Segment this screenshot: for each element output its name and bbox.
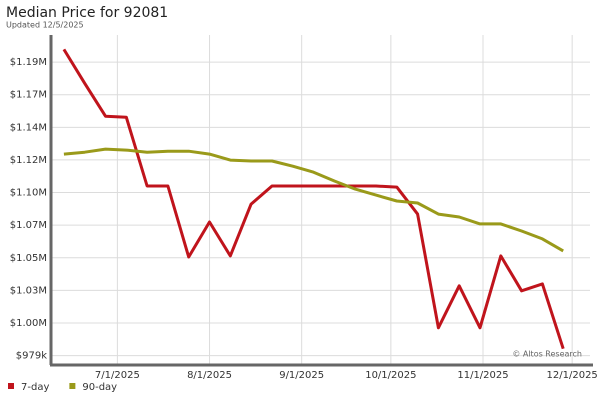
legend-label: 7-day <box>21 382 49 393</box>
x-tick-label: 12/1/2025 <box>547 370 598 381</box>
y-tick-label: $1.03M <box>10 285 47 296</box>
x-tick-label: 10/1/2025 <box>365 370 416 381</box>
legend-label: 90-day <box>82 382 117 393</box>
y-tick-label: $1.00M <box>10 318 47 329</box>
y-tick-label: $1.14M <box>10 122 47 133</box>
line-series <box>62 48 565 350</box>
watermark: © Altos Research <box>512 350 582 359</box>
y-tick-label: $1.17M <box>10 90 47 101</box>
line-series <box>63 147 564 253</box>
y-tick-label: $1.12M <box>10 155 47 166</box>
x-tick-label: 7/1/2025 <box>95 370 140 381</box>
x-tick-label: 8/1/2025 <box>187 370 232 381</box>
chart-title: Median Price for 92081 <box>6 5 168 21</box>
legend-swatch <box>8 383 14 389</box>
legend-swatch <box>69 383 76 389</box>
x-tick-label: 11/1/2025 <box>457 370 508 381</box>
chart-subtitle: Updated 12/5/2025 <box>6 21 84 30</box>
plot-area <box>52 35 590 364</box>
y-tick-label: $979k <box>16 351 47 362</box>
y-tick-label: $1.07M <box>10 220 47 231</box>
y-tick-label: $1.05M <box>10 253 47 264</box>
x-tick-label: 9/1/2025 <box>279 370 324 381</box>
y-tick-label: $1.19M <box>10 57 47 68</box>
y-tick-label: $1.10M <box>10 188 47 199</box>
